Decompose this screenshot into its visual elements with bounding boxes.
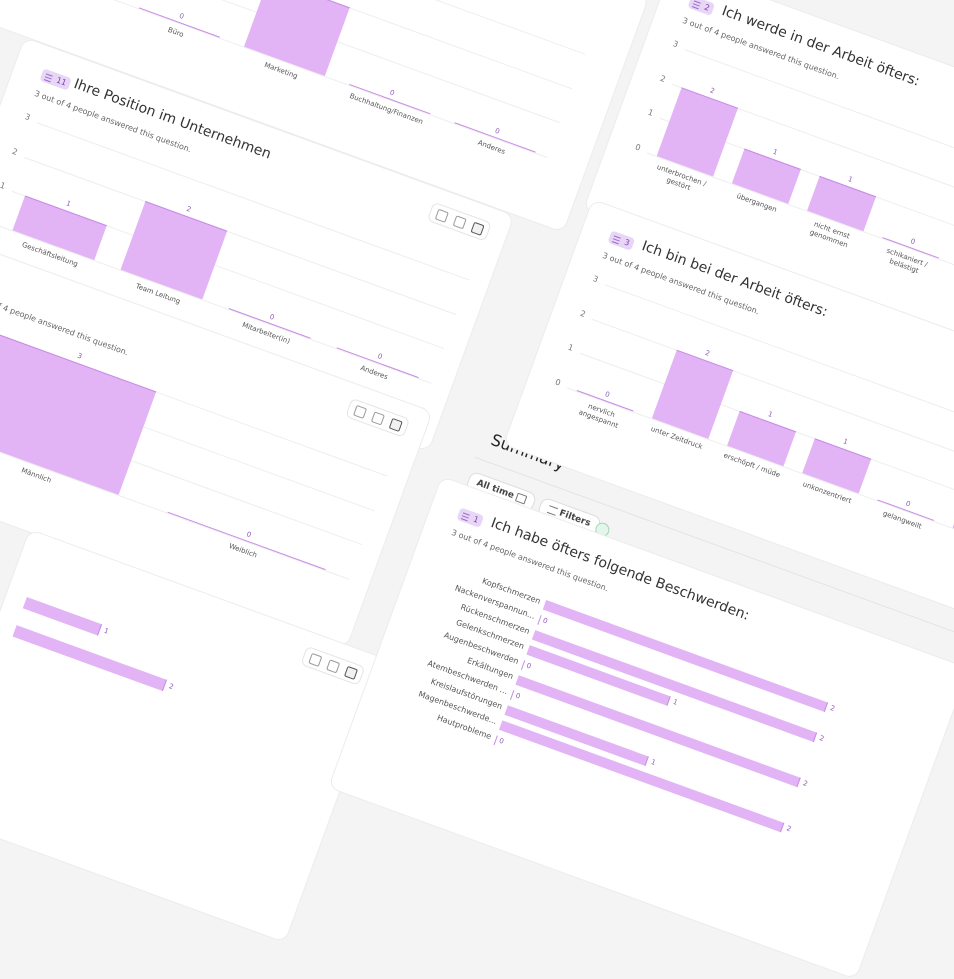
value-label: 1 — [649, 757, 657, 768]
view-toggle-button[interactable] — [370, 411, 385, 426]
view-toggle-button[interactable] — [308, 652, 323, 667]
value-label: 0 — [497, 736, 505, 746]
y-tick-label: 1 — [646, 107, 655, 119]
y-tick-label: 2 — [579, 308, 587, 319]
value-label: 2 — [785, 824, 793, 834]
view-toggle — [426, 201, 492, 242]
y-tick-label: 0 — [553, 377, 562, 388]
bar — [498, 720, 785, 833]
value-label: 2 — [829, 704, 837, 714]
y-tick-label: 1 — [566, 342, 575, 354]
view-toggle — [345, 397, 411, 438]
question-badge: 2 — [687, 0, 716, 17]
y-tick-label: 3 — [671, 39, 680, 50]
question-badge: 1 — [456, 507, 485, 529]
value-label: 2 — [818, 734, 826, 744]
bar — [22, 596, 103, 636]
y-tick-label: 3 — [23, 112, 32, 123]
bar — [12, 625, 167, 692]
y-tick-label: 3 — [591, 274, 600, 285]
view-toggle-button[interactable] — [343, 665, 359, 680]
view-toggle-button[interactable] — [452, 215, 467, 230]
view-toggle-button[interactable] — [470, 221, 485, 236]
value-label: 0 — [525, 661, 533, 671]
y-tick-label: 2 — [11, 146, 19, 157]
view-toggle-button[interactable] — [326, 659, 341, 674]
value-label: 2 — [167, 682, 175, 692]
y-tick-label: 0 — [633, 142, 642, 153]
view-toggle — [300, 645, 366, 686]
value-label: 0 — [541, 616, 549, 626]
question-badge: 3 — [607, 230, 636, 252]
bar — [167, 511, 326, 570]
value-label: 0 — [514, 691, 522, 701]
value-label: 1 — [671, 697, 679, 707]
calendar-icon — [515, 492, 528, 505]
question-badge: 11 — [39, 68, 73, 91]
value-label: 1 — [102, 626, 110, 636]
view-toggle-button[interactable] — [352, 404, 368, 419]
value-label: 2 — [801, 779, 809, 789]
view-toggle-button[interactable] — [388, 417, 403, 432]
x-tick-label: Verkauf — [27, 0, 114, 14]
view-toggle-button[interactable] — [434, 208, 449, 223]
y-tick-label: 2 — [659, 73, 667, 84]
filter-icon — [547, 504, 559, 516]
y-tick-label: 1 — [0, 180, 7, 192]
